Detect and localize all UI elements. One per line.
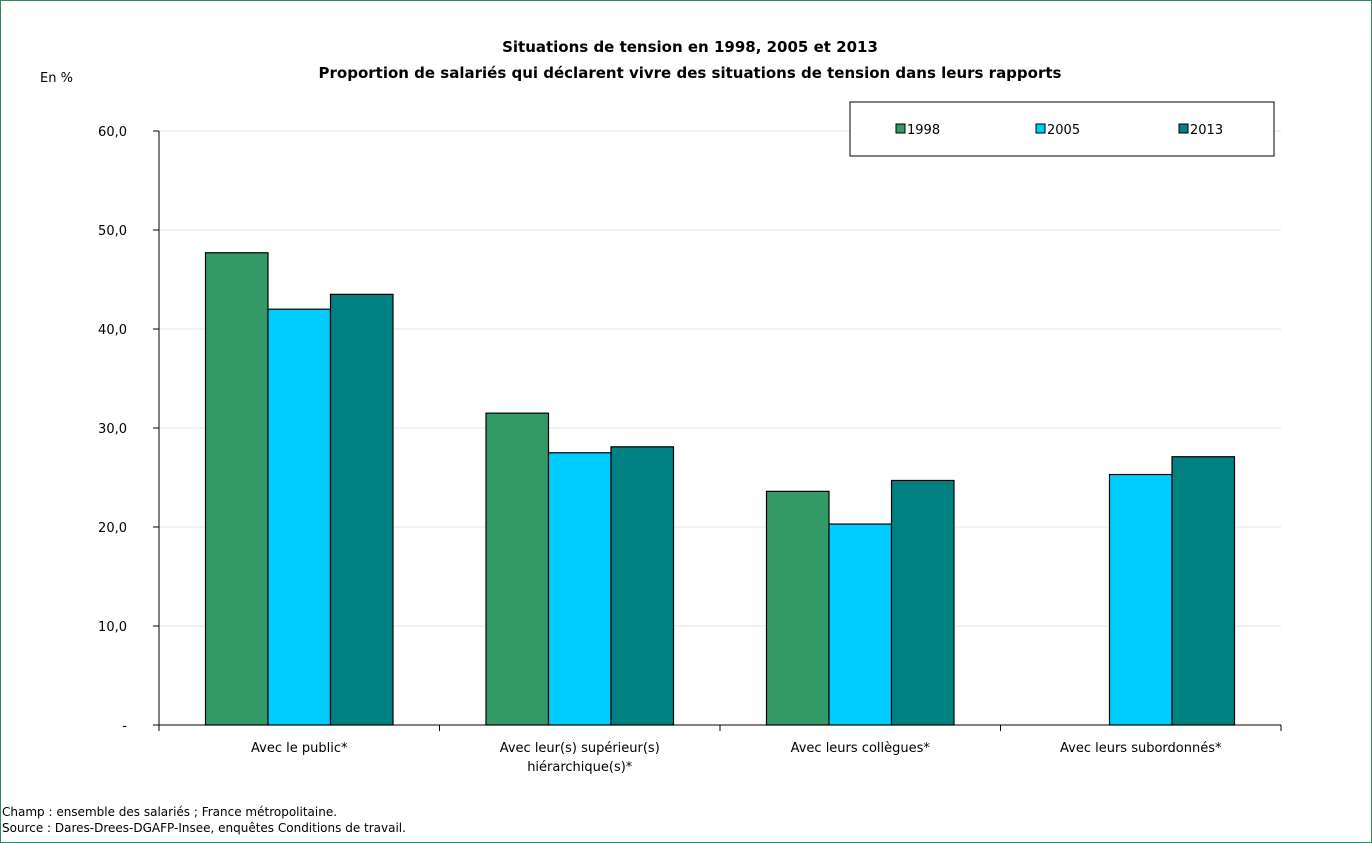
bar-2013-cat3 (890, 479, 955, 726)
y-tick-label: 40,0 (98, 323, 127, 338)
bar-2005-cat1 (267, 308, 332, 726)
y-tick-label: 60,0 (98, 125, 127, 140)
bar-2005-cat4 (1108, 473, 1173, 726)
y-tick-label: 20,0 (98, 521, 127, 536)
legend-swatch-2013 (1178, 123, 1189, 134)
y-tick-labels: - 10,0 20,0 30,0 40,0 50,0 60,0 (98, 125, 127, 734)
x-category-label: hiérarchique(s)* (527, 760, 633, 775)
footnote-champ: Champ : ensemble des salariés ; France m… (2, 805, 338, 819)
y-tick-label: - (122, 719, 127, 734)
bar-2005-cat2 (547, 452, 612, 726)
bar-1998-cat3 (765, 490, 830, 726)
y-tick-label: 30,0 (98, 422, 127, 437)
x-category-label: Avec le public* (251, 741, 348, 756)
bar-1998-cat2 (485, 412, 550, 726)
y-axis-unit-label: En % (40, 71, 73, 86)
x-category-label: Avec leurs subordonnés* (1060, 741, 1222, 756)
axes (153, 130, 1282, 731)
bars (204, 252, 1236, 726)
footnote-source: Source : Dares-Drees-DGAFP-Insee, enquêt… (2, 821, 406, 835)
bar-1998-cat1 (204, 252, 269, 726)
chart-subtitle: Proportion de salariés qui déclarent viv… (319, 64, 1062, 82)
x-category-label: Avec leurs collègues* (791, 741, 931, 756)
legend-label-1998: 1998 (907, 123, 940, 138)
bar-2013-cat2 (610, 446, 675, 726)
x-category-labels: Avec le public* Avec leur(s) supérieur(s)… (251, 741, 1222, 775)
bar-2013-cat1 (329, 293, 394, 726)
y-tick-label: 10,0 (98, 620, 127, 635)
bar-2005-cat3 (828, 523, 893, 726)
chart-title: Situations de tension en 1998, 2005 et 2… (502, 38, 878, 56)
bar-2013-cat4 (1171, 456, 1236, 726)
legend-swatch-1998 (895, 123, 906, 134)
x-category-label: Avec leur(s) supérieur(s) (500, 741, 660, 756)
legend-swatch-2005 (1035, 123, 1046, 134)
legend: 1998 2005 2013 (849, 101, 1275, 157)
legend-label-2005: 2005 (1047, 123, 1080, 138)
legend-box (849, 101, 1275, 157)
legend-label-2013: 2013 (1190, 123, 1223, 138)
y-tick-label: 50,0 (98, 224, 127, 239)
